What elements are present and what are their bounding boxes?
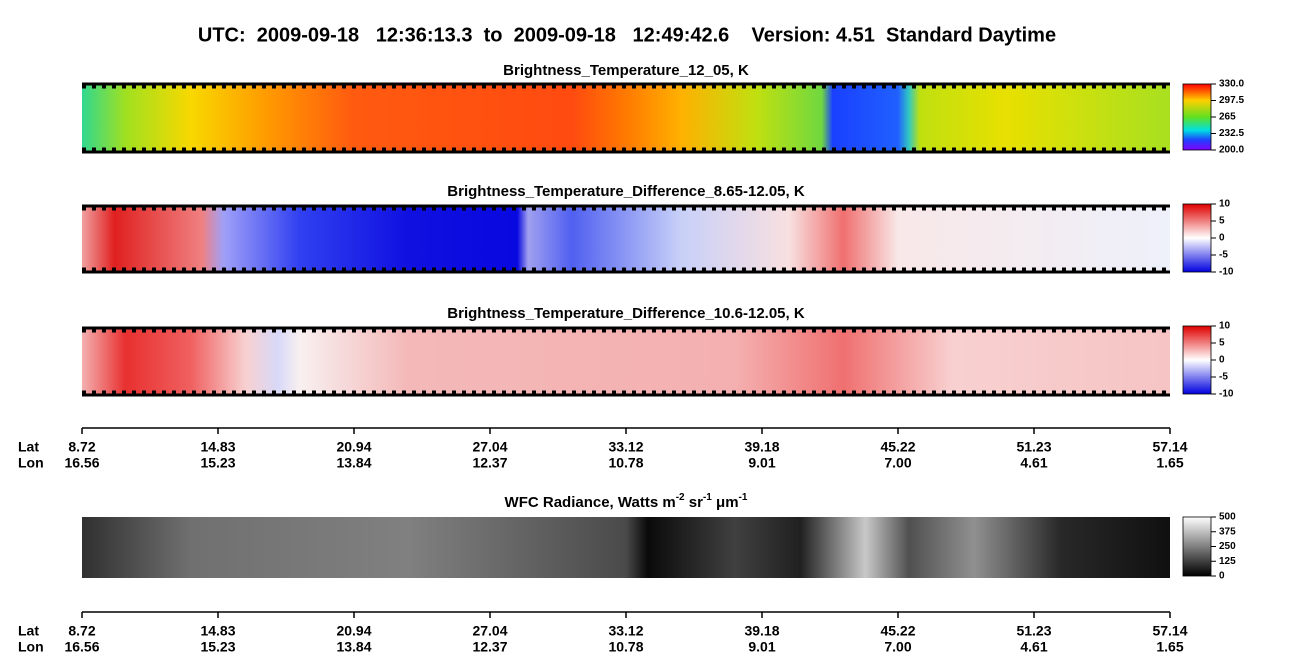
lon-tick-label: 15.23 xyxy=(200,639,235,655)
colorbar-tick-label: 0 xyxy=(1219,233,1225,244)
lat-tick-label: 45.22 xyxy=(880,623,915,639)
lat-tick-label: 8.72 xyxy=(68,623,95,639)
lon-tick-label: 7.00 xyxy=(884,455,911,471)
colorbar-tick-label: 10 xyxy=(1219,199,1231,210)
colorbar-tick-label: 10 xyxy=(1219,321,1231,332)
lat-tick-label: 14.83 xyxy=(200,439,235,455)
lat-tick-label: 20.94 xyxy=(336,439,371,455)
lat-tick-label: 33.12 xyxy=(608,439,643,455)
lat-tick-label: 14.83 xyxy=(200,623,235,639)
lon-tick-label: 9.01 xyxy=(748,455,775,471)
colorbar-tick-label: 125 xyxy=(1219,556,1236,567)
colorbar-tick-label: -5 xyxy=(1219,250,1228,261)
image-strip xyxy=(82,84,1170,152)
title-part: μm xyxy=(712,494,739,511)
colorbar-tick-label: 297.5 xyxy=(1219,95,1244,106)
lat-tick-label: 27.04 xyxy=(472,623,507,639)
colorbar xyxy=(1182,516,1212,577)
lat-label: Lat xyxy=(18,439,39,455)
lon-tick-label: 10.78 xyxy=(608,639,643,655)
lon-tick-label: 13.84 xyxy=(336,639,371,655)
colorbar xyxy=(1182,83,1212,151)
colorbar-tick-label: 232.5 xyxy=(1219,128,1244,139)
colorbar-tick-label: 250 xyxy=(1219,541,1236,552)
lon-tick-label: 16.56 xyxy=(64,455,99,471)
lon-tick-label: 10.78 xyxy=(608,455,643,471)
colorbar-tick-label: 375 xyxy=(1219,526,1236,537)
lat-tick-label: 57.14 xyxy=(1152,623,1187,639)
lon-tick-label: 13.84 xyxy=(336,455,371,471)
panel-title: Brightness_Temperature_Difference_10.6-1… xyxy=(447,305,805,322)
page-title: UTC: 2009-09-18 12:36:13.3 to 2009-09-18… xyxy=(198,24,1056,46)
title-part: WFC Radiance, Watts m xyxy=(505,494,676,511)
lat-tick-label: 39.18 xyxy=(744,623,779,639)
colorbar-tick-label: 0 xyxy=(1219,571,1225,582)
image-strip xyxy=(82,206,1170,272)
lat-tick-label: 57.14 xyxy=(1152,439,1187,455)
title-part: -1 xyxy=(703,492,712,503)
colorbar-tick-label: 0 xyxy=(1219,355,1225,366)
lon-tick-label: 1.65 xyxy=(1156,455,1183,471)
lat-tick-label: 51.23 xyxy=(1016,623,1051,639)
title-part: -1 xyxy=(739,492,748,503)
colorbar xyxy=(1182,203,1212,273)
image-strip xyxy=(82,328,1170,395)
panel-title: WFC Radiance, Watts m-2 sr-1 μm-1 xyxy=(505,492,748,511)
lon-tick-label: 12.37 xyxy=(472,455,507,471)
lat-tick-label: 27.04 xyxy=(472,439,507,455)
colorbar-tick-label: 500 xyxy=(1219,512,1236,523)
colorbar-tick-label: 265 xyxy=(1219,112,1236,123)
title-part: -2 xyxy=(676,492,685,503)
lon-tick-label: 16.56 xyxy=(64,639,99,655)
lon-tick-label: 4.61 xyxy=(1020,455,1047,471)
colorbar-tick-label: 5 xyxy=(1219,338,1225,349)
lon-tick-label: 12.37 xyxy=(472,639,507,655)
colorbar-tick-label: -5 xyxy=(1219,372,1228,383)
lon-tick-label: 7.00 xyxy=(884,639,911,655)
panel-title: Brightness_Temperature_12_05, K xyxy=(503,62,749,79)
colorbar-tick-label: -10 xyxy=(1219,267,1234,278)
colorbar-tick-label: 200.0 xyxy=(1219,145,1244,156)
lat-tick-label: 8.72 xyxy=(68,439,95,455)
lat-tick-label: 45.22 xyxy=(880,439,915,455)
title-part: sr xyxy=(685,494,704,511)
lon-tick-label: 4.61 xyxy=(1020,639,1047,655)
lon-tick-label: 1.65 xyxy=(1156,639,1183,655)
lon-tick-label: 9.01 xyxy=(748,639,775,655)
colorbar-tick-label: 330.0 xyxy=(1219,79,1244,90)
colorbar xyxy=(1182,325,1212,395)
lon-label: Lon xyxy=(18,455,44,471)
lon-tick-label: 15.23 xyxy=(200,455,235,471)
lon-label: Lon xyxy=(18,639,44,655)
colorbar-tick-label: 5 xyxy=(1219,216,1225,227)
lat-tick-label: 33.12 xyxy=(608,623,643,639)
colorbar-tick-label: -10 xyxy=(1219,389,1234,400)
panel-title: Brightness_Temperature_Difference_8.65-1… xyxy=(447,183,805,200)
lat-tick-label: 51.23 xyxy=(1016,439,1051,455)
image-strip xyxy=(82,517,1170,578)
lat-label: Lat xyxy=(18,623,39,639)
lat-tick-label: 20.94 xyxy=(336,623,371,639)
lat-tick-label: 39.18 xyxy=(744,439,779,455)
